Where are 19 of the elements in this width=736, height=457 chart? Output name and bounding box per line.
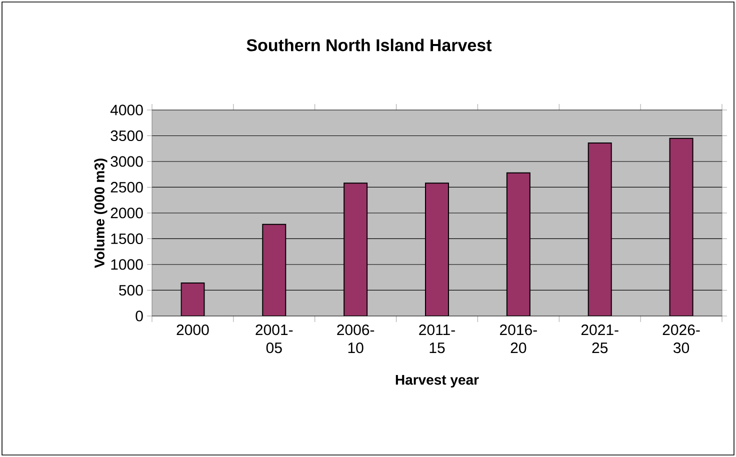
- x-tick-label: 2021-25: [581, 324, 618, 354]
- x-tick-label: 2000: [176, 324, 209, 336]
- x-tick-label: 2001-05: [256, 324, 293, 354]
- x-tick-label: 2011-15: [419, 324, 455, 354]
- x-tick-label: 2016-20: [500, 324, 537, 354]
- y-tick-label: 2500: [110, 182, 143, 193]
- y-tick-label: 0: [136, 310, 143, 322]
- chart-title: Southern North Island Harvest: [246, 38, 492, 52]
- y-tick-label: 500: [119, 284, 143, 296]
- x-axis-title: Harvest year: [396, 375, 479, 388]
- y-tick-label: 2000: [110, 208, 143, 218]
- y-tick-label: 3500: [110, 130, 143, 142]
- y-axis-title: Volume (000 m3): [94, 158, 108, 268]
- x-tick-label: 2026-30: [662, 324, 700, 354]
- x-tick-label: 2006-10: [337, 324, 374, 354]
- y-tick-label: 3000: [110, 156, 143, 167]
- y-tick-label: 1000: [111, 259, 143, 270]
- y-tick-label: 4000: [110, 104, 143, 116]
- y-tick-label: 1500: [111, 233, 143, 244]
